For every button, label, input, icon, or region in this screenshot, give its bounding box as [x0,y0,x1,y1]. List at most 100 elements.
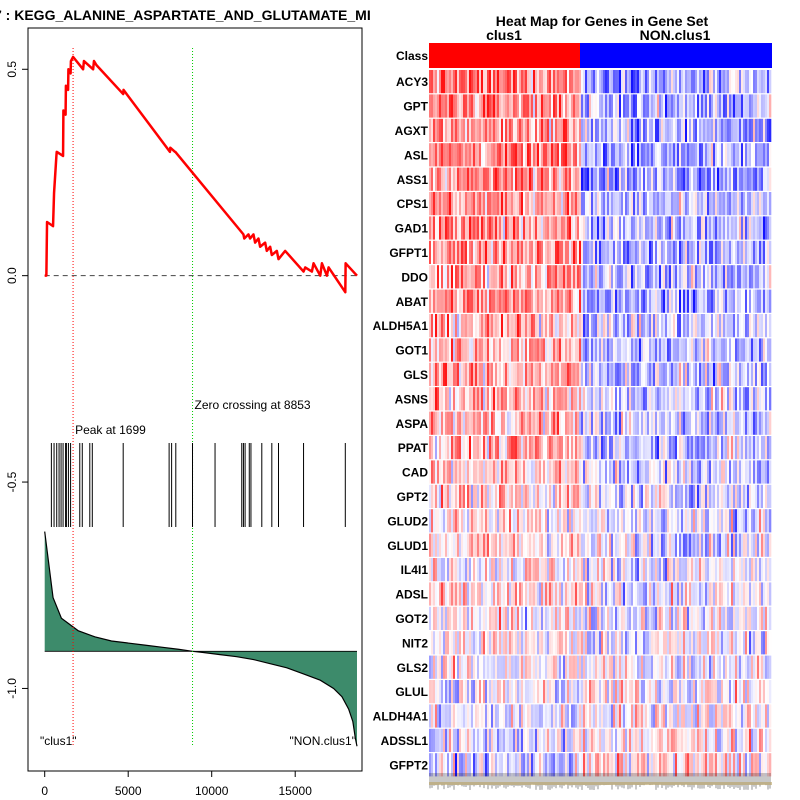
heatmap-cell [629,167,632,191]
heatmap-cell [607,167,610,191]
heatmap-cell [703,216,706,240]
heatmap-cell [745,192,748,216]
heatmap-cell [733,655,736,679]
heatmap-cell [639,728,642,752]
heatmap-cell [717,582,720,606]
heatmap-cell [531,265,534,289]
heatmap-cell [755,216,758,240]
heatmap-cell [461,216,464,240]
heatmap-cell [689,192,692,216]
heatmap-cell [653,484,656,508]
heatmap-cell [765,338,768,362]
heatmap-cell [729,655,732,679]
heatmap-cell [733,484,736,508]
heatmap-cell [711,533,714,557]
heatmap-cell [643,94,646,118]
heatmap-cell [643,362,646,386]
heatmap-cell [581,411,584,435]
heatmap-cell [641,94,644,118]
heatmap-cell [559,582,562,606]
heatmap-cell [599,655,602,679]
heatmap-cell [535,338,538,362]
heatmap-cell [659,509,662,533]
heatmap-cell [697,509,700,533]
heatmap-cell [565,118,568,142]
heatmap-cell [483,728,486,752]
heatmap-cell [483,558,486,582]
heatmap-cell [693,265,696,289]
heatmap-cell [595,704,598,728]
heatmap-cell [645,728,648,752]
heatmap-cell [547,314,550,338]
heatmap-cell [711,704,714,728]
heatmap-cell [667,558,670,582]
heatmap-cell [763,509,766,533]
heatmap-cell [669,362,672,386]
heatmap-cell [533,314,536,338]
heatmap-cell [445,289,448,313]
heatmap-cell [705,436,708,460]
enrichment-plot: 7 : KEGG_ALANINE_ASPARTATE_AND_GLUTAMATE… [0,7,371,798]
heatmap-cell [711,631,714,655]
heatmap-cell [565,436,568,460]
heatmap-cell [449,411,452,435]
heatmap-cell [665,558,668,582]
heatmap-cell [753,509,756,533]
heatmap-cell [607,143,610,167]
heatmap-cell [491,143,494,167]
heatmap-cell [551,118,554,142]
heatmap-cell [631,436,634,460]
heatmap-cell [509,753,512,777]
heatmap-cell [631,728,634,752]
heatmap-cell [533,509,536,533]
heatmap-cell [581,94,584,118]
heatmap-cell [543,753,546,777]
heatmap-cell [491,362,494,386]
heatmap-cell [443,484,446,508]
heatmap-cell [569,606,572,630]
heatmap-cell [751,582,754,606]
heatmap-cell [565,240,568,264]
heatmap-cell [479,314,482,338]
heatmap-cell [709,167,712,191]
heatmap-cell [627,192,630,216]
heatmap-cell [473,606,476,630]
heatmap-cell [497,558,500,582]
heatmap-cell [571,631,574,655]
heatmap-cell [583,289,586,313]
heatmap-cell [747,484,750,508]
heatmap-cell [737,240,740,264]
heatmap-cell [717,704,720,728]
heatmap-cell [623,216,626,240]
heatmap-cell [489,558,492,582]
heatmap-cell [527,411,530,435]
heatmap-cell [549,655,552,679]
heatmap-cell [479,192,482,216]
heatmap-cell [681,558,684,582]
heatmap-cell [487,533,490,557]
heatmap-cell [553,411,556,435]
heatmap-cell [633,216,636,240]
heatmap-cell [567,484,570,508]
heatmap-cell [665,192,668,216]
heatmap-cell [493,460,496,484]
heatmap-cell [457,460,460,484]
heatmap-cell [753,704,756,728]
heatmap-cell [729,70,732,94]
heatmap-cell [643,387,646,411]
heatmap-cell [437,484,440,508]
heatmap-cell [467,558,470,582]
heatmap-cell [693,631,696,655]
heatmap-cell [655,192,658,216]
heatmap-cell [541,94,544,118]
heatmap-cell [525,289,528,313]
heatmap-cell [507,143,510,167]
heatmap-cell [639,314,642,338]
heatmap-cell [763,314,766,338]
heatmap-cell [435,167,438,191]
heatmap-cell [653,167,656,191]
heatmap-cell [637,436,640,460]
heatmap-cell [473,509,476,533]
heatmap-cell [729,118,732,142]
heatmap-cell [585,289,588,313]
